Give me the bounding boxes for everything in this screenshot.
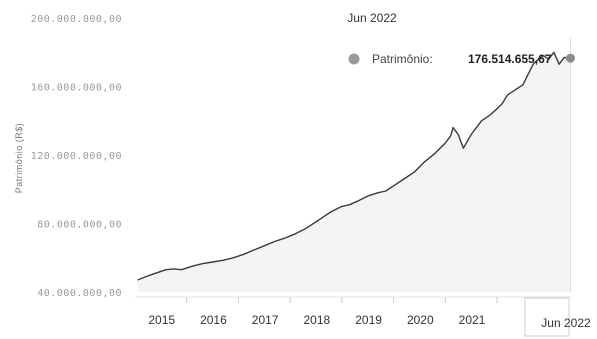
x-tick-label: 2021 xyxy=(459,313,486,327)
series-area-fill xyxy=(137,52,571,292)
plot-area xyxy=(137,38,575,292)
x-tick-label: 2019 xyxy=(355,313,382,327)
hover-point-marker xyxy=(565,53,575,63)
y-tick-label: 40.000.000,00 xyxy=(37,288,122,299)
y-tick-label: 160.000.000,00 xyxy=(31,83,122,94)
y-axis: 40.000.000,00 80.000.000,00 120.000.000,00… xyxy=(31,14,122,299)
tooltip: Jun 2022 Patrimônio: 176.514.655,67 xyxy=(347,11,551,66)
y-tick-label: 200.000.000,00 xyxy=(31,14,122,25)
tooltip-title: Jun 2022 xyxy=(347,11,397,25)
tooltip-value: 176.514.655,67 xyxy=(468,52,552,66)
x-highlight-box: Jun 2022 xyxy=(524,297,591,337)
x-tick-label: 2016 xyxy=(200,313,227,327)
y-tick-label: 80.000.000,00 xyxy=(37,220,122,231)
x-tick-label: 2015 xyxy=(148,313,175,327)
x-tick-label: 2018 xyxy=(304,313,331,327)
x-tick-label: 2017 xyxy=(252,313,279,327)
tooltip-series-label: Patrimônio: xyxy=(372,52,433,66)
tooltip-series-dot xyxy=(348,53,360,65)
x-tick-label: 2020 xyxy=(407,313,434,327)
x-highlight-label: Jun 2022 xyxy=(541,316,591,330)
series-line-patrimonio xyxy=(137,51,571,281)
x-axis: 2015 2016 2017 2018 2019 2020 2021 xyxy=(135,296,572,327)
y-axis-label: Patrimônio (R$) xyxy=(14,123,24,194)
y-tick-label: 120.000.000,00 xyxy=(31,151,122,162)
